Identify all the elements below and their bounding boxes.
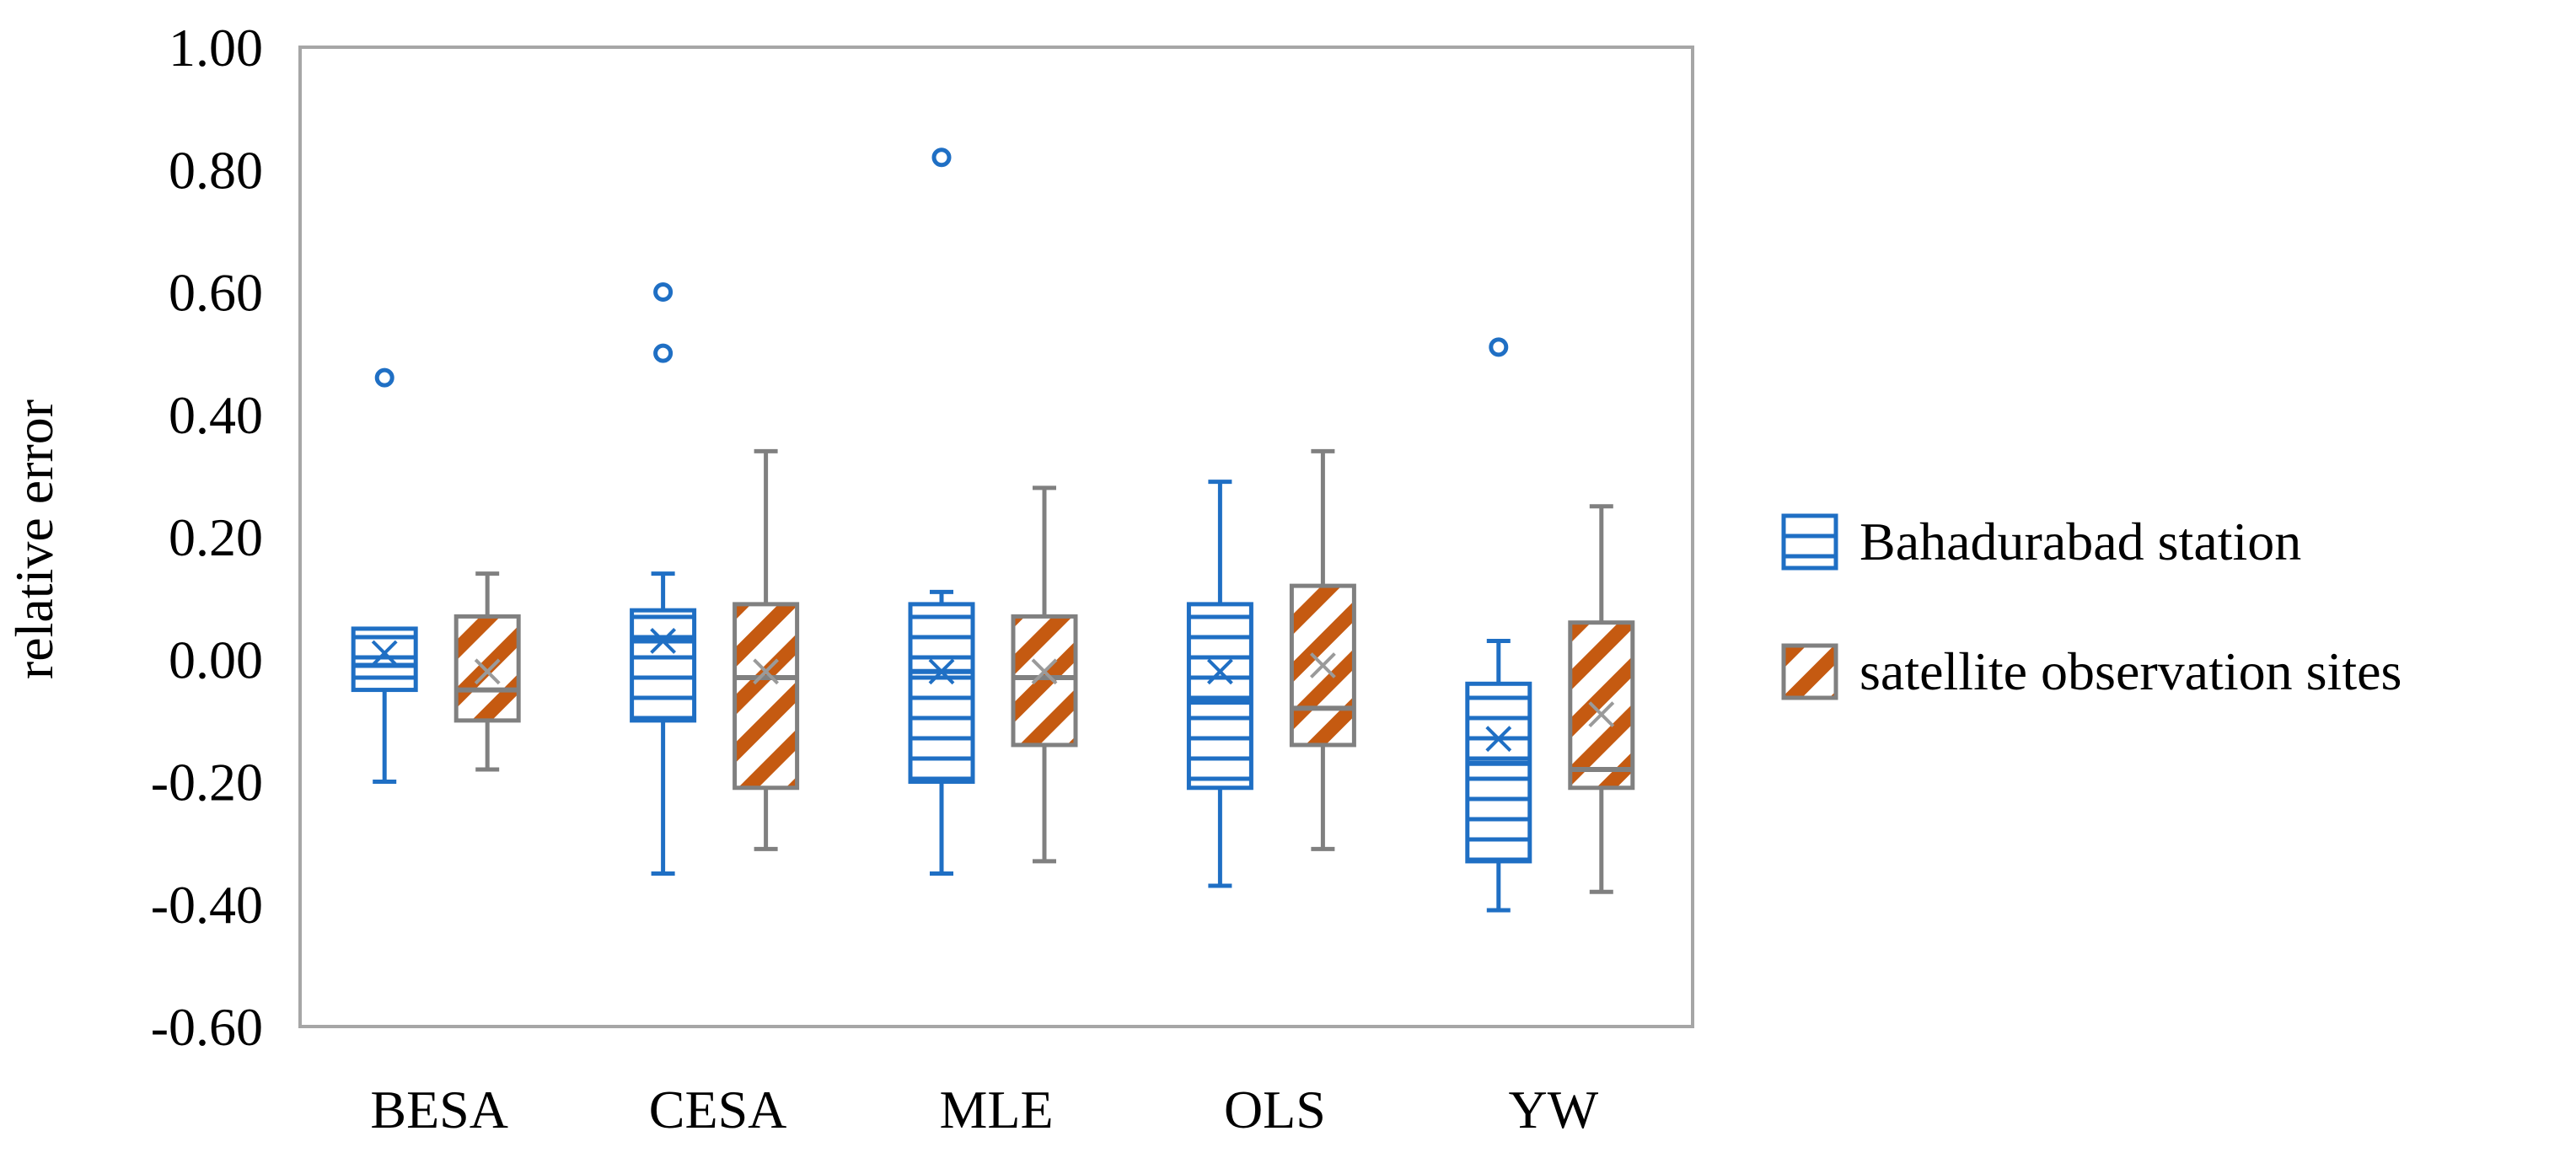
outlier-point — [656, 285, 671, 300]
y-tick-label: -0.60 — [151, 997, 263, 1057]
outlier-point — [377, 370, 392, 385]
outlier-point — [1491, 340, 1506, 355]
y-tick-label: 0.40 — [169, 385, 263, 445]
x-tick-label: YW — [1508, 1080, 1598, 1139]
y-tick-label: 1.00 — [169, 18, 263, 78]
y-tick-label: 0.00 — [169, 630, 263, 689]
y-tick-label: -0.20 — [151, 753, 263, 812]
box-iqr — [1189, 604, 1251, 788]
box-iqr — [735, 604, 797, 788]
x-tick-label: BESA — [370, 1080, 508, 1139]
y-tick-label: -0.40 — [151, 875, 263, 935]
outlier-point — [656, 346, 671, 361]
box-iqr — [1468, 684, 1530, 861]
y-axis-ticks: 1.00 0.80 0.60 0.40 0.20 0.00 -0.20 -0.40 -0.60 — [151, 18, 263, 1057]
legend-label-satellite: satellite observation sites — [1860, 641, 2402, 701]
x-tick-label: CESA — [649, 1080, 787, 1139]
x-axis-ticks: BESA CESA MLE OLS YW — [370, 1080, 1598, 1139]
x-tick-label: OLS — [1224, 1080, 1326, 1139]
y-axis-title: relative error — [4, 399, 64, 679]
box-iqr — [353, 629, 416, 690]
legend: Bahadurabad station satellite observatio… — [1784, 512, 2402, 701]
plot-area — [300, 47, 1693, 1027]
legend-swatch-satellite — [1784, 646, 1836, 698]
outlier-point — [934, 150, 949, 165]
legend-swatch-bahadurabad — [1784, 516, 1836, 568]
box-iqr — [910, 604, 973, 782]
y-tick-label: 0.60 — [169, 263, 263, 323]
box-iqr — [456, 616, 518, 720]
box-iqr — [1013, 616, 1076, 745]
legend-label-bahadurabad: Bahadurabad station — [1860, 512, 2301, 571]
box-iqr — [1570, 623, 1633, 788]
box-plot-chart: 1.000.800.600.400.200.00-0.20-0.40-0.60 … — [0, 0, 2576, 1158]
y-tick-label: 0.80 — [169, 140, 263, 200]
box-iqr — [632, 610, 695, 721]
y-tick-label: 0.20 — [169, 507, 263, 567]
x-tick-label: MLE — [939, 1080, 1053, 1139]
